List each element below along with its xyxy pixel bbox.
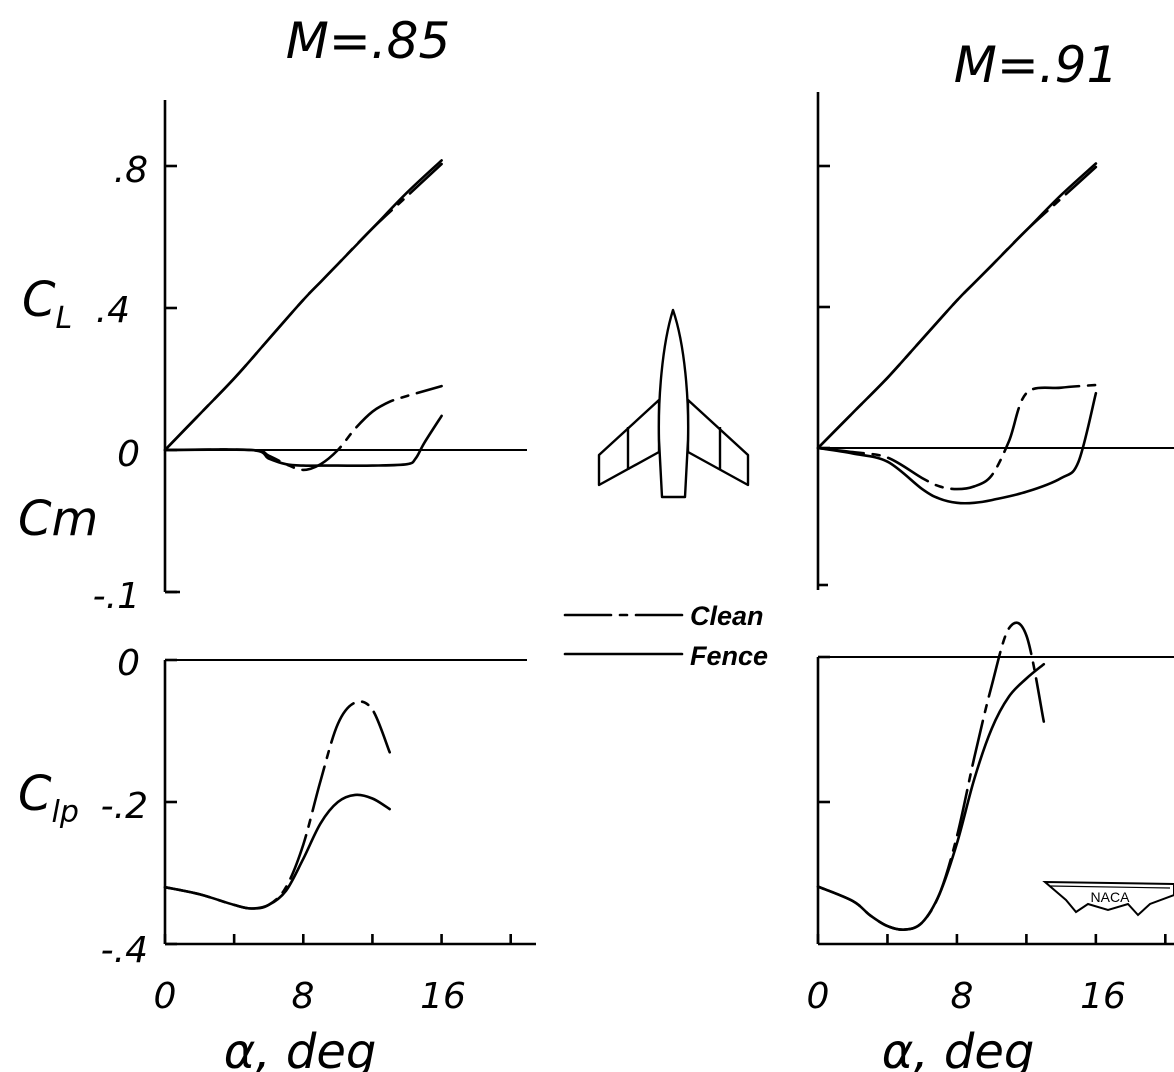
left-xtick-1: 8 — [292, 976, 315, 1017]
left-upper-axes — [163, 100, 527, 594]
left-upper-ytick-3: -.1 — [93, 576, 140, 617]
chart1-lower-clp-clean-line — [816, 621, 1046, 932]
left-upper-ytick-1: .4 — [96, 290, 130, 331]
aircraft-planform-illustration — [597, 308, 750, 499]
chart0-upper-cm-clean-line — [163, 384, 443, 472]
left-lower-ytick-2: -.4 — [101, 930, 148, 971]
chart0-lower-clp-fence-line — [163, 793, 391, 910]
left-upper-ytick-0: .8 — [114, 150, 148, 191]
cl-axis-label: CL — [22, 272, 72, 336]
left-x-axis-label: α, deg — [224, 1024, 377, 1072]
right-title: M=.91 — [954, 36, 1119, 94]
right-xtick-2: 16 — [1080, 976, 1126, 1017]
right-xtick-1: 8 — [951, 976, 974, 1017]
chart0-upper-cl-fence-line — [163, 159, 443, 452]
left-lower-ytick-0: 0 — [117, 643, 140, 684]
cm-axis-label: Cm — [18, 491, 98, 547]
clp-axis-label: Clp — [18, 766, 79, 830]
left-upper-ytick-2: 0 — [117, 434, 140, 475]
right-x-axis-label: α, deg — [882, 1024, 1035, 1072]
chart0-lower-clp-clean-line — [163, 700, 391, 910]
legend: Clean Fence — [563, 601, 768, 671]
chart1-lower-clp-fence-line — [816, 662, 1046, 932]
naca-logo-text: NACA — [1091, 889, 1131, 905]
naca-logo: NACA — [1042, 880, 1174, 917]
right-lower-axes — [816, 656, 1174, 946]
chart1-upper-cl-fence-line — [816, 162, 1098, 450]
right-upper-axes — [816, 92, 1174, 590]
chart1-upper-cm-fence-line — [816, 391, 1098, 505]
left-xtick-0: 0 — [154, 976, 177, 1017]
left-title: M=.85 — [286, 12, 451, 70]
chart1-upper-cm-clean-line — [816, 383, 1098, 491]
legend-clean-label: Clean — [690, 601, 764, 631]
legend-fence-label: Fence — [690, 641, 768, 671]
left-lower-ytick-1: -.2 — [101, 786, 148, 827]
left-xtick-2: 16 — [420, 976, 466, 1017]
chart0-upper-cm-fence-line — [163, 414, 443, 468]
right-xtick-0: 0 — [807, 976, 830, 1017]
